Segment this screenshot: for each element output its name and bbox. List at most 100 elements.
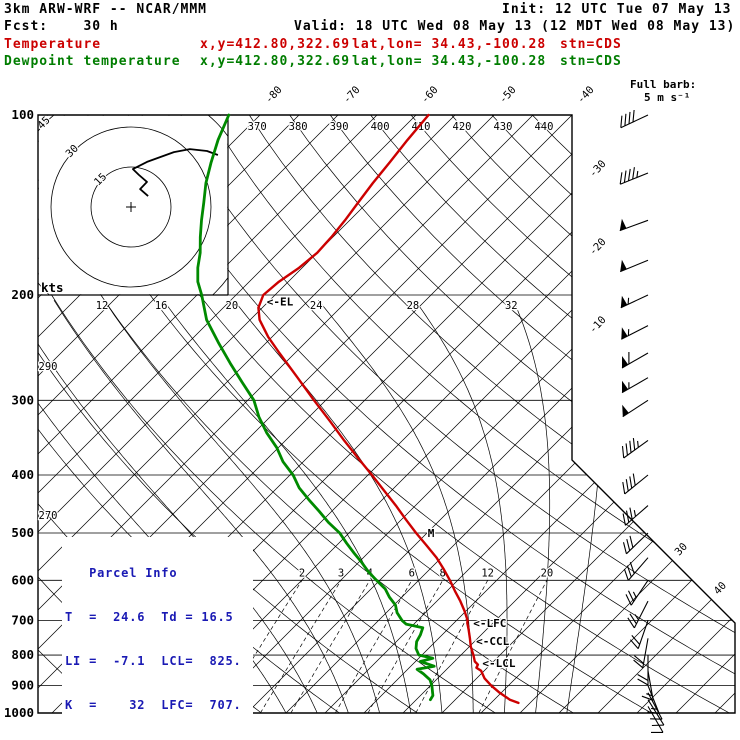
isotherm-label: -40 xyxy=(575,84,597,106)
isotherm-line xyxy=(517,115,735,713)
moist-adiabat-line xyxy=(512,300,551,713)
wind-barb xyxy=(622,532,649,555)
isotherm-line xyxy=(38,115,536,713)
temperature-stn: stn=CDS xyxy=(560,37,622,52)
dry-adiabat-line xyxy=(491,115,735,713)
moist-adiabat-label: 20 xyxy=(226,300,239,312)
wind-barb xyxy=(623,557,649,581)
dry-adiabat-label: 370 xyxy=(248,121,267,133)
dry-adiabat-line xyxy=(289,115,735,713)
dry-adiabat-line xyxy=(370,115,735,713)
isotherm-label: 30 xyxy=(673,541,690,558)
dry-adiabat-line xyxy=(38,115,516,713)
mixing-ratio-line xyxy=(260,580,342,713)
isotherm-line xyxy=(38,115,380,713)
moist-adiabat-label: 24 xyxy=(310,300,323,312)
dry-adiabat-line xyxy=(168,115,735,713)
moist-adiabat-label: 28 xyxy=(407,300,420,312)
pressure-axis-label: 800 xyxy=(11,647,34,662)
isotherm-line xyxy=(244,115,735,713)
init-time: Init: 12 UTC Tue 07 May 13 xyxy=(502,2,732,17)
pressure-axis-label: 200 xyxy=(11,287,34,302)
dry-adiabat-label: 440 xyxy=(534,121,553,133)
barb-legend-value: 5 m s⁻¹ xyxy=(644,91,691,104)
hodograph-background xyxy=(38,115,228,295)
isotherm-label: -20 xyxy=(587,236,609,258)
isotherm-line xyxy=(478,115,735,713)
dry-adiabat-line xyxy=(329,115,735,713)
dewpoint-latlon: lat,lon= 34.43,-100.28 xyxy=(352,54,547,69)
isotherm-line xyxy=(595,115,735,713)
mixing-ratio-label: 8 xyxy=(439,567,445,579)
wind-barb xyxy=(647,706,664,733)
pressure-axis-label: 500 xyxy=(11,525,34,540)
isotherm-line xyxy=(556,115,735,713)
mixing-ratio-label: 2 xyxy=(299,567,305,579)
hodograph-ring xyxy=(50,126,212,288)
temperature-latlon: lat,lon= 34.43,-100.28 xyxy=(352,37,547,52)
dry-adiabat-line xyxy=(410,115,735,713)
isotherm-label: -70 xyxy=(341,84,363,106)
pressure-axis-label: 700 xyxy=(11,612,34,627)
mixing-ratio-line xyxy=(334,580,413,713)
wind-barb xyxy=(619,167,649,185)
mixing-ratio-label: 6 xyxy=(409,567,415,579)
dry-adiabat-line xyxy=(38,115,595,713)
level-marker-ccl: <-CCL xyxy=(476,635,509,648)
level-markers: <-EL <-LFC <-CCL <-LCL M xyxy=(266,294,518,671)
dry-adiabat-line xyxy=(87,115,735,713)
parcel-info-title: Parcel Info xyxy=(65,566,178,581)
isotherm-line xyxy=(283,115,735,713)
wind-barb xyxy=(647,692,663,720)
wind-barb-flag xyxy=(622,404,629,417)
isotherm-line xyxy=(439,115,735,713)
dry-adiabat-line xyxy=(127,115,735,713)
wind-barb-flag xyxy=(620,259,627,272)
dry-adiabat-line xyxy=(208,115,735,713)
isotherm-line xyxy=(38,115,419,713)
parcel-info-box: Parcel Info T = 24.6 Td = 16.5 LI = -7.1… xyxy=(62,537,253,740)
moist-adiabat-line xyxy=(317,299,474,713)
wind-barb xyxy=(622,473,649,495)
temperature-curve xyxy=(257,113,520,705)
moist-adiabat-label: 16 xyxy=(155,300,168,312)
wind-barb xyxy=(647,699,665,727)
parcel-line: LI = -7.1 LCL= 825. xyxy=(65,653,242,668)
moist-adiabat-label: 12 xyxy=(96,300,109,312)
hodograph-ring xyxy=(90,166,172,248)
dry-adiabat-line xyxy=(249,115,735,713)
isotherm-line xyxy=(166,115,735,713)
level-marker-el: <-EL xyxy=(267,295,294,308)
level-marker-lcl: <-LCL xyxy=(482,657,515,670)
isotherm-line xyxy=(712,115,735,713)
wind-barb-flag xyxy=(619,218,627,231)
pressure-axis-label: 300 xyxy=(11,392,34,407)
isotherm-label: 40 xyxy=(712,580,729,597)
pressure-axis-label: 600 xyxy=(11,572,34,587)
mixing-ratio-label: 20 xyxy=(541,567,554,579)
wind-barb xyxy=(620,109,649,129)
hodograph-units-label: kts xyxy=(41,280,64,295)
dry-adiabat-label: 400 xyxy=(371,121,390,133)
dry-adiabat-label: 290 xyxy=(39,361,58,373)
model-title: 3km ARW-WRF -- NCAR/MMM xyxy=(4,2,208,17)
parcel-line: T = 24.6 Td = 16.5 xyxy=(65,609,234,624)
pressure-axis-label: 400 xyxy=(11,467,34,482)
moist-adiabat-label: 32 xyxy=(505,300,518,312)
dry-adiabat-label: 430 xyxy=(493,121,512,133)
mixing-ratio-line xyxy=(290,580,371,713)
wind-barb-flag xyxy=(620,295,628,308)
isotherm-label: -80 xyxy=(263,84,285,106)
wind-barb xyxy=(622,399,649,418)
wind-barb xyxy=(637,655,649,686)
isotherm-line xyxy=(673,115,735,713)
wind-barb-flag xyxy=(622,380,629,393)
valid-time: Valid: 18 UTC Wed 08 May 13 (12 MDT Wed … xyxy=(294,19,736,34)
barb-legend-title: Full barb: xyxy=(630,78,697,91)
isotherm-label: -50 xyxy=(497,84,519,106)
wind-barb xyxy=(633,638,649,669)
dry-adiabat-label: 270 xyxy=(39,510,58,522)
level-marker-lfc: <-LFC xyxy=(473,617,506,630)
